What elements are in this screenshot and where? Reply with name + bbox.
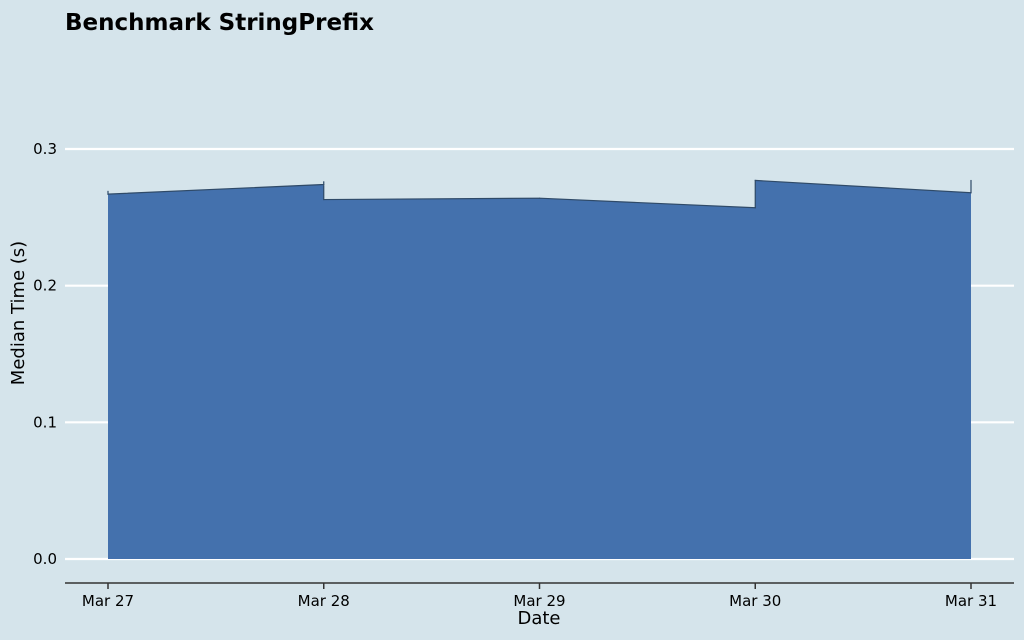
- x-tick-label: Mar 28: [298, 592, 350, 610]
- y-tick-label: 0.1: [33, 413, 57, 431]
- data-point: [970, 179, 972, 182]
- y-axis-label: Median Time (s): [8, 241, 29, 385]
- x-axis-label: Date: [517, 608, 560, 629]
- y-tick-label: 0.0: [33, 550, 57, 568]
- data-point: [107, 193, 109, 195]
- chart-title: Benchmark StringPrefix: [65, 10, 374, 36]
- y-tick-label: 0.2: [33, 277, 57, 295]
- area-layer: [107, 179, 972, 559]
- data-point: [107, 190, 109, 192]
- area-fill: [108, 180, 971, 559]
- y-tick-label: 0.3: [33, 140, 57, 158]
- x-tick-label: Mar 29: [513, 592, 565, 610]
- data-point: [754, 207, 756, 209]
- data-point: [323, 181, 325, 183]
- x-tick-label: Mar 27: [82, 592, 134, 610]
- data-point: [538, 197, 541, 199]
- data-point: [970, 192, 972, 194]
- data-point: [323, 183, 325, 186]
- x-tick-label: Mar 30: [729, 592, 781, 610]
- data-point: [323, 198, 325, 201]
- axis-layer: Mar 27 Mar 28 Mar 29 Mar 30 Mar 31: [65, 582, 1014, 610]
- area-line: [107, 179, 972, 209]
- x-tick-label: Mar 31: [945, 592, 997, 610]
- data-point: [754, 179, 756, 182]
